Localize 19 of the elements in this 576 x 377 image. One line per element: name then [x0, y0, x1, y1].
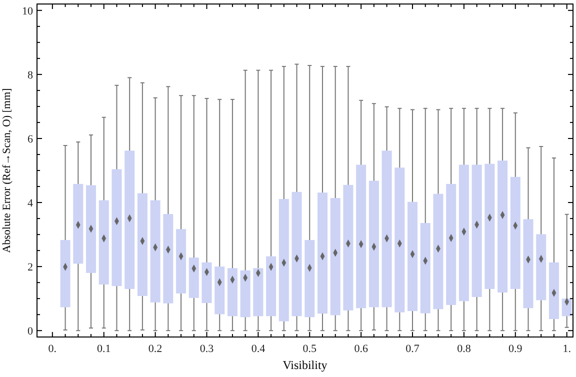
x-tick-label: 0.6	[354, 343, 368, 355]
y-axis-title: Absolute Error (Ref→Scan, O) [mm]	[1, 88, 13, 253]
y-tick-label: 8	[28, 69, 34, 82]
y-tick-label: 10	[22, 5, 34, 18]
x-tick-label: 0.2	[148, 343, 162, 355]
x-axis-title: Visibility	[282, 358, 328, 372]
x-tick-label: 0.1	[96, 343, 111, 355]
y-tick-label: 2	[28, 262, 33, 274]
x-tick-label: 0.	[48, 343, 57, 355]
x-tick-label: 0.8	[457, 343, 472, 355]
x-tick-label: 0.3	[200, 343, 214, 355]
x-tick-label: 0.4	[251, 343, 266, 355]
y-tick-label: 4	[28, 198, 34, 210]
y-tick-label: 6	[28, 133, 34, 146]
x-tick-label: 0.9	[508, 343, 523, 355]
x-tick-label: 1.	[562, 343, 572, 355]
x-tick-label: 0.7	[406, 343, 420, 355]
x-tick-label: 0.5	[302, 343, 318, 355]
y-tick-label: 0	[28, 326, 34, 338]
